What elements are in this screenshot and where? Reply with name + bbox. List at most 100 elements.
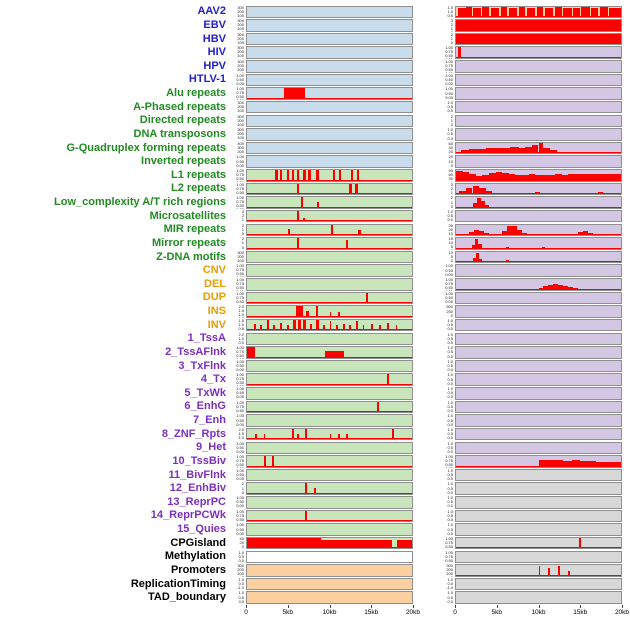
y-tick-label: 1.00 [236, 73, 244, 78]
signal-baseline [247, 411, 412, 413]
track-panel-right [455, 32, 622, 46]
signal-bar [472, 8, 481, 17]
signal-bar [571, 460, 580, 467]
y-tick-label: 0.0 [447, 435, 453, 441]
y-tick-label: 0.75 [236, 90, 244, 96]
track-label: 6_EnhG [184, 400, 226, 413]
x-tick-label: 0 [453, 608, 457, 616]
y-tick-label: 0.5 [447, 349, 453, 355]
signal-bar [517, 229, 522, 235]
y-tick-label: 0.5 [447, 213, 453, 219]
y-axis-tick-labels: 1.000.750.500.250.00 [413, 537, 455, 549]
y-tick-label: 2 [450, 185, 453, 191]
y-tick-label: 1.0 [238, 550, 244, 555]
x-tick-label: 20kb [614, 608, 630, 616]
y-tick-label: 0.0 [238, 581, 244, 587]
y-axis-tick-labels: 1.0 0.5 0.0 [413, 523, 455, 535]
y-tick-label: 1.0 [447, 128, 453, 133]
y-tick-label: 0 [241, 230, 244, 236]
x-tick-label: 5kb [491, 608, 502, 616]
figure-body: AAV230020010001.51.00.50.0EBV30020010003… [2, 5, 630, 623]
y-tick-label: 1 [241, 216, 244, 222]
signal-bar [568, 287, 574, 290]
signal-bar [609, 8, 617, 17]
track-panel-left [246, 387, 413, 400]
signal-bar [502, 230, 508, 235]
y-tick-label: 0.00 [236, 421, 244, 427]
track-label: Inverted repeats [141, 155, 226, 168]
signal-bar [614, 173, 621, 181]
x-axis-row: 0 5kb 10kb 15kb 20kb 0 5kb 10kb 15kb 20kb [2, 604, 630, 623]
track-label: 1_TssA [187, 332, 226, 345]
track-panel-left [246, 468, 413, 482]
y-tick-label: 500 [446, 305, 453, 310]
signal-bar [548, 284, 554, 290]
y-tick-label: 200 [237, 253, 244, 259]
y-tick-label: 0.50 [445, 462, 453, 468]
signal-bar [505, 246, 509, 249]
y-axis-tick-labels: 1.000.750.500.250.00 [230, 401, 246, 413]
y-tick-label: 0.0 [447, 217, 453, 223]
y-tick-label: 0.50 [236, 472, 244, 478]
track-panel-right [455, 332, 622, 345]
y-tick-label: 0.50 [236, 203, 244, 209]
y-tick-label: 0 [450, 162, 453, 168]
signal-baseline [247, 315, 412, 317]
y-tick-label: 1.0 [447, 100, 453, 105]
y-tick-label: 0.5 [447, 485, 453, 491]
y-tick-label: 30 [448, 223, 453, 228]
signal-bar [546, 459, 555, 467]
x-tick-mark [538, 604, 540, 608]
track-row: 9_Het 1.00 0.50 0.00 1.0 0.5 0.0 [2, 441, 630, 455]
y-tick-label: 1.00 [445, 73, 453, 78]
signal-bar [457, 7, 466, 17]
x-tick-mark [413, 604, 414, 608]
y-axis-tick-labels: 2.0 1.0 0.0 [230, 333, 246, 345]
signal-bar [563, 285, 569, 290]
y-axis-tick-labels: 4003002001000 [230, 142, 246, 154]
y-axis-tick-labels: 1.000.750.500.250.00 [230, 264, 246, 276]
y-axis-tick-labels: 1.0 0.5 0.0 [413, 482, 455, 494]
y-axis-tick-labels: 1.0 0.5 0.0 [413, 333, 455, 345]
y-tick-label: 10 [448, 158, 453, 164]
y-axis-tick-labels: 1.000.750.500.250.00 [413, 46, 455, 58]
track-panel-left [246, 73, 413, 87]
y-tick-label: 0.75 [445, 63, 453, 69]
y-tick-label: 0 [450, 312, 453, 318]
y-tick-label: 1.0 [447, 209, 453, 214]
y-tick-label: 2 [241, 223, 244, 228]
signal-bar [543, 286, 549, 290]
y-tick-label: 1.0 [447, 8, 453, 14]
y-axis-tick-labels: 1.00 0.50 0.00 [230, 442, 246, 454]
y-tick-label: 1.0 [447, 387, 453, 392]
signal-bar [316, 170, 319, 181]
signal-baseline [456, 547, 621, 549]
signal-bar [397, 539, 412, 549]
track-row: TAD_boundary 1.0 0.5 0.0 1.0 0.5 0.0 [2, 591, 630, 605]
x-tick-mark [580, 604, 582, 608]
track-row: HTLV-1 1.00 0.50 0.00 1.00 0.50 0.00 [2, 73, 630, 87]
track-panel-right [455, 19, 622, 32]
y-tick-label: 0 [241, 544, 244, 550]
y-tick-label: 1.0 [447, 577, 453, 582]
y-axis-tick-labels: 3020100 [413, 224, 455, 236]
x-tick-mark [371, 604, 373, 608]
signal-bar [581, 174, 588, 181]
y-tick-label: 1.00 [236, 441, 244, 446]
y-tick-label: 0.5 [447, 12, 453, 18]
x-tick-mark [287, 604, 289, 608]
signal-bar [295, 306, 304, 317]
y-tick-label: 30 [448, 176, 453, 182]
y-tick-label: 0.0 [447, 326, 453, 332]
signal-bar [550, 150, 557, 154]
signal-bar [616, 7, 621, 17]
signal-bar [568, 174, 575, 181]
y-tick-label: 0.5 [447, 417, 453, 423]
signal-baseline [247, 465, 412, 467]
y-tick-label: 1.00 [236, 455, 244, 460]
track-panel-right [455, 536, 622, 550]
